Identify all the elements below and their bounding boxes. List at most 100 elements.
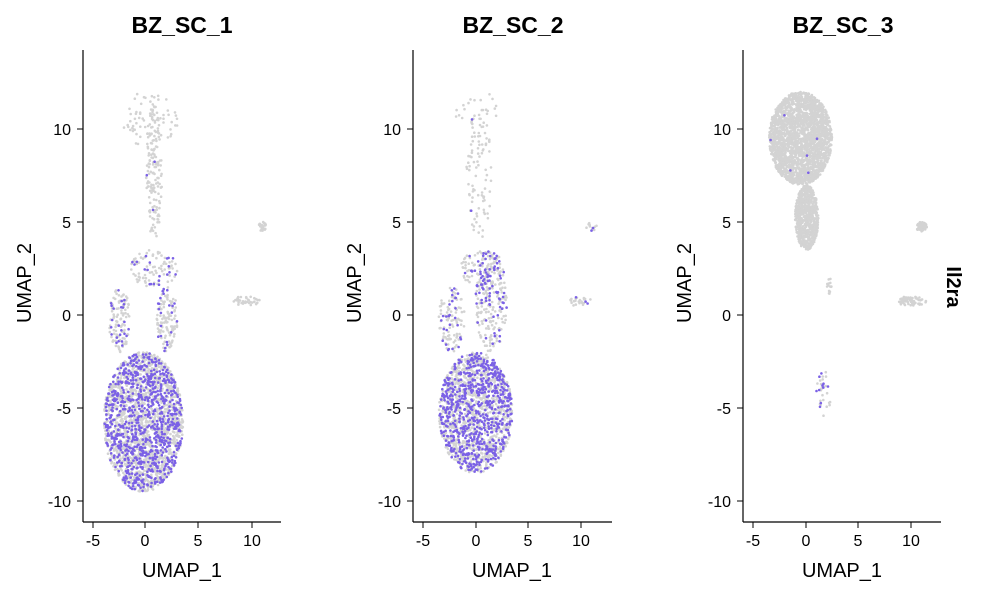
expressing-cell-point xyxy=(458,417,461,420)
cell-point xyxy=(156,94,160,98)
expressing-cell-point xyxy=(114,436,117,440)
expressing-cell-point xyxy=(459,411,462,414)
expressing-cell-point xyxy=(482,426,486,430)
expressing-cell-point xyxy=(138,429,142,433)
cell-point xyxy=(473,135,477,138)
expressing-cell-point xyxy=(457,379,461,382)
cell-point xyxy=(152,105,156,108)
cell-point xyxy=(139,256,143,259)
expressing-cell-point xyxy=(166,436,170,440)
expressing-cell-point xyxy=(139,486,142,490)
expressing-cell-point xyxy=(144,437,148,440)
cell-point xyxy=(503,286,507,290)
expressing-cell-point xyxy=(123,481,127,485)
cell-point xyxy=(505,380,509,384)
y-ticks: 10 5 0 -5 -10 xyxy=(48,122,83,511)
cell-point xyxy=(127,302,130,306)
cell-point xyxy=(174,262,177,266)
expressing-cell-point xyxy=(154,357,157,361)
expressing-cell-point xyxy=(478,463,481,467)
expressing-cell-point xyxy=(127,395,131,398)
cell-point xyxy=(470,200,474,204)
expressing-cell-point xyxy=(117,340,120,343)
expressing-cell-point xyxy=(131,438,135,441)
expressing-cell-point xyxy=(153,432,157,435)
cell-point xyxy=(442,332,446,335)
expressing-cell-point xyxy=(159,334,163,338)
cell-point xyxy=(437,315,441,319)
expressing-cell-point xyxy=(117,423,121,427)
cell-point xyxy=(132,420,136,423)
expressing-cell-point xyxy=(165,340,169,344)
expressing-cell-point xyxy=(160,460,164,464)
cell-point xyxy=(137,351,141,354)
expressing-cell-point xyxy=(177,423,181,426)
expressing-cell-point xyxy=(461,453,465,457)
cell-point xyxy=(474,394,477,397)
expressing-cell-point xyxy=(138,446,142,449)
cell-point xyxy=(156,252,160,255)
expressing-cell-point xyxy=(127,421,131,425)
cell-point xyxy=(476,272,479,276)
cell-point xyxy=(181,419,184,422)
cell-point xyxy=(114,329,118,333)
expressing-cell-point xyxy=(178,397,182,401)
cell-point xyxy=(141,418,145,421)
expressing-cell-point xyxy=(131,392,135,395)
cell-point xyxy=(124,315,128,319)
cell-point xyxy=(169,325,173,328)
cell-point xyxy=(482,121,486,124)
cell-point xyxy=(468,192,471,196)
cell-point xyxy=(454,311,458,314)
cell-point xyxy=(175,438,178,442)
cell-point xyxy=(153,134,156,138)
expressing-cell-point xyxy=(145,173,149,177)
expressing-cell-point xyxy=(154,445,157,448)
expressing-cell-point xyxy=(121,451,124,454)
expressing-cell-point xyxy=(115,336,119,339)
cell-point xyxy=(112,448,116,451)
cell-point xyxy=(124,392,128,395)
cell-point xyxy=(138,252,141,256)
cell-point xyxy=(175,324,179,327)
expressing-cell-point xyxy=(161,432,164,436)
expressing-cell-point xyxy=(119,395,123,398)
cell-point xyxy=(476,193,480,197)
expressing-cell-point xyxy=(123,479,127,482)
cell-point xyxy=(487,327,491,330)
cell-point xyxy=(117,474,120,477)
expressing-cell-point xyxy=(150,481,153,485)
expressing-cell-point xyxy=(166,368,169,372)
cell-point xyxy=(490,454,494,458)
cell-point xyxy=(162,302,166,306)
expressing-cell-point xyxy=(172,406,176,409)
cell-point xyxy=(131,126,134,130)
expressing-cell-point xyxy=(139,462,143,466)
expressing-cell-point xyxy=(444,439,448,442)
cell-point xyxy=(166,286,170,289)
cell-point xyxy=(498,262,502,266)
expressing-cell-point xyxy=(141,449,145,453)
expressing-cell-point xyxy=(128,409,131,412)
expressing-cell-point xyxy=(170,377,173,380)
cell-point xyxy=(455,344,458,347)
cell-point xyxy=(164,334,167,338)
cell-point xyxy=(153,165,156,169)
cell-point xyxy=(488,257,492,261)
expressing-cell-point xyxy=(162,436,165,440)
cell-point xyxy=(470,421,474,424)
expressing-cell-point xyxy=(167,265,171,268)
cell-point xyxy=(460,297,463,301)
cell-point xyxy=(115,320,119,324)
cell-point xyxy=(120,311,123,315)
expressing-cell-point xyxy=(151,383,155,387)
expressing-cell-point xyxy=(157,359,161,362)
cell-point xyxy=(152,186,156,189)
expressing-cell-point xyxy=(167,391,170,395)
expressing-cell-point xyxy=(128,472,131,476)
cell-point xyxy=(480,125,484,129)
expressing-cell-point xyxy=(162,415,166,418)
expressing-cell-point xyxy=(138,474,141,477)
expressing-cell-point xyxy=(174,444,178,448)
